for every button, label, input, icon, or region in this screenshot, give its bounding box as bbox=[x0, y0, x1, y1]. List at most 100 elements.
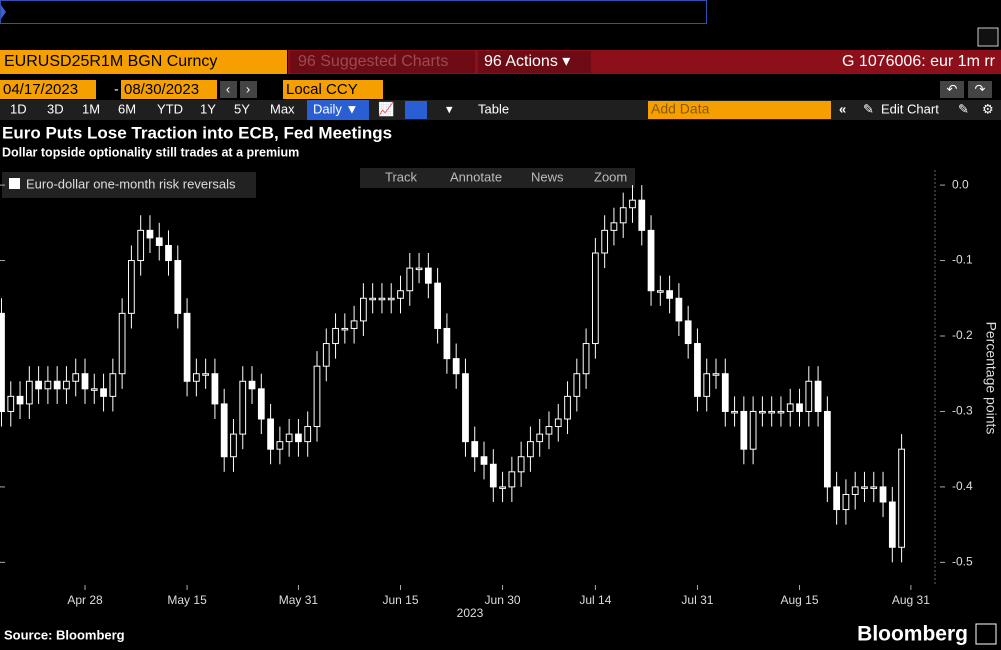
suggested-text: 96 Suggested Charts bbox=[298, 53, 448, 70]
settings-icon[interactable]: ⚙ bbox=[982, 101, 994, 116]
candle-body bbox=[90, 388, 98, 391]
prev-icon: ‹ bbox=[226, 81, 230, 96]
candle-body bbox=[591, 252, 599, 345]
range-button[interactable]: 1Y bbox=[200, 101, 216, 116]
security-field[interactable] bbox=[0, 50, 287, 74]
candle-body bbox=[768, 410, 776, 414]
redo-icon: ↷ bbox=[975, 81, 986, 96]
candle-body bbox=[619, 207, 627, 224]
edit-icon[interactable]: ✎ bbox=[958, 101, 969, 116]
chart-tools bbox=[360, 168, 635, 188]
command-input[interactable] bbox=[0, 0, 707, 24]
candle-body bbox=[731, 410, 738, 414]
candle-body bbox=[703, 373, 711, 397]
range-button[interactable]: 6M bbox=[118, 101, 136, 116]
candle-body bbox=[369, 297, 377, 301]
candle-body bbox=[192, 373, 200, 382]
actions-button[interactable] bbox=[478, 51, 591, 73]
range-button[interactable]: 5Y bbox=[234, 101, 250, 116]
candle-body bbox=[350, 320, 358, 329]
start-date-field[interactable] bbox=[0, 80, 96, 99]
start-date: 04/17/2023 bbox=[3, 81, 78, 98]
candle-icon[interactable] bbox=[405, 101, 427, 119]
candle-body bbox=[554, 418, 562, 428]
table-button[interactable]: Table bbox=[478, 101, 509, 116]
range-button[interactable]: 1D bbox=[10, 101, 27, 116]
y-tick-label: -0.5 bbox=[952, 555, 973, 569]
candle-body bbox=[44, 380, 52, 390]
x-tick-label: Apr 28 bbox=[67, 593, 103, 607]
candle-body bbox=[684, 320, 692, 345]
range-button[interactable]: YTD bbox=[157, 101, 183, 116]
candle-body bbox=[759, 410, 766, 414]
candle-body bbox=[434, 282, 441, 329]
candle-body bbox=[137, 229, 145, 262]
add-data-text: Add Data bbox=[651, 101, 710, 117]
candle-body bbox=[489, 463, 497, 488]
date-separator: - bbox=[114, 81, 119, 97]
candle-body bbox=[833, 486, 841, 511]
candle-body bbox=[888, 501, 896, 548]
candle-body bbox=[527, 441, 534, 458]
candle-body bbox=[128, 260, 135, 314]
candle-body bbox=[406, 267, 414, 292]
y-tick-label: 0.0 bbox=[952, 177, 969, 191]
candle-body bbox=[629, 199, 636, 209]
undo-button[interactable] bbox=[940, 81, 964, 98]
brand-logo bbox=[975, 623, 997, 645]
candle-body bbox=[777, 410, 785, 414]
add-data-field[interactable] bbox=[648, 101, 831, 119]
line-icon[interactable]: 📈 bbox=[378, 101, 394, 116]
candle-body bbox=[276, 441, 284, 450]
range-button[interactable]: 3D bbox=[47, 101, 64, 116]
candle-body bbox=[322, 343, 330, 367]
chart-tool[interactable]: News bbox=[531, 169, 564, 184]
suggested-button[interactable] bbox=[290, 51, 475, 73]
chart-tool[interactable]: Track bbox=[385, 169, 418, 184]
redo-button[interactable] bbox=[968, 81, 992, 98]
candle-body bbox=[480, 456, 488, 465]
candle-body bbox=[508, 471, 516, 488]
legend bbox=[2, 172, 256, 198]
end-date: 08/30/2023 bbox=[124, 81, 199, 98]
prev-button[interactable] bbox=[220, 81, 237, 98]
candle-body bbox=[675, 297, 683, 322]
candle-body bbox=[146, 229, 154, 239]
range-button[interactable]: 1M bbox=[82, 101, 100, 116]
candle-body bbox=[109, 373, 117, 397]
candle-body bbox=[601, 229, 609, 254]
chart-tool[interactable]: Annotate bbox=[450, 169, 502, 184]
candle-body bbox=[239, 380, 247, 435]
currency-field[interactable] bbox=[283, 80, 383, 99]
actions-text: 96 Actions ▾ bbox=[484, 53, 570, 70]
candle-body bbox=[573, 373, 581, 397]
candle-body bbox=[694, 343, 701, 397]
x-axis-label: 2023 bbox=[457, 606, 484, 620]
collapse-icon[interactable]: « bbox=[839, 101, 846, 116]
end-date-field[interactable] bbox=[121, 80, 217, 99]
candle-body bbox=[387, 297, 395, 301]
popout-button[interactable] bbox=[977, 27, 999, 47]
candle-body bbox=[7, 395, 15, 412]
candle-body bbox=[666, 290, 673, 299]
candle-body bbox=[16, 395, 24, 405]
candle-body bbox=[100, 388, 107, 397]
next-button[interactable] bbox=[240, 81, 257, 98]
y-tick-label: -0.1 bbox=[952, 253, 973, 267]
candle-body bbox=[721, 373, 729, 412]
candle-body bbox=[53, 380, 61, 390]
candle-body bbox=[564, 395, 571, 420]
candle-body bbox=[638, 199, 646, 231]
range-button[interactable]: Max bbox=[270, 101, 295, 116]
security-text: EURUSD25R1M BGN Curncy bbox=[4, 53, 217, 70]
frequency-button[interactable] bbox=[307, 100, 369, 120]
more-icon[interactable]: ▾ bbox=[446, 101, 453, 116]
candle-body bbox=[211, 373, 219, 405]
chart-tool[interactable]: Zoom bbox=[594, 169, 627, 184]
edit-chart-button[interactable]: ✎ bbox=[863, 101, 874, 116]
x-tick-label: Aug 31 bbox=[892, 593, 930, 607]
candle-body bbox=[545, 426, 553, 435]
candle-body bbox=[870, 486, 878, 489]
y-tick-label: -0.4 bbox=[952, 479, 973, 493]
